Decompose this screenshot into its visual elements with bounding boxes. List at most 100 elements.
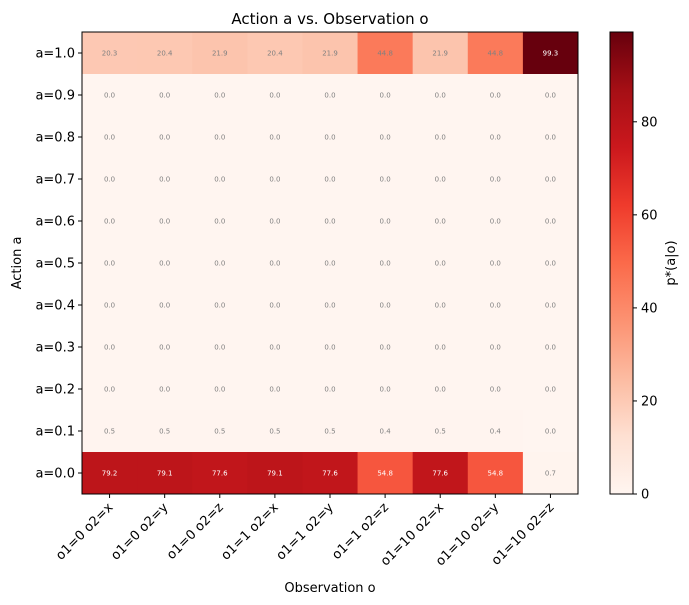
colorbar-tick-label: 40 <box>641 301 658 316</box>
heatmap-cell <box>302 326 359 369</box>
heatmap-cell <box>467 74 524 117</box>
heatmap-cell <box>412 368 469 411</box>
cell-value-label: 0.0 <box>490 218 501 226</box>
cell-value-label: 0.0 <box>490 302 501 310</box>
heatmap-cell <box>247 32 303 75</box>
heatmap-cell <box>192 452 248 495</box>
heatmap-cell <box>137 116 193 159</box>
cell-value-label: 0.0 <box>104 176 115 184</box>
cell-value-label: 0.0 <box>104 302 115 310</box>
cell-value-label: 0.0 <box>545 428 556 436</box>
cell-value-label: 0.5 <box>159 428 170 436</box>
cell-value-label: 0.0 <box>380 92 391 100</box>
cell-value-label: 0.7 <box>545 470 556 478</box>
cell-value-label: 21.9 <box>432 50 448 58</box>
heatmap-cell <box>357 284 414 327</box>
heatmap-cell <box>82 158 138 201</box>
heatmap-cell <box>412 452 469 495</box>
heatmap-cell <box>412 32 469 75</box>
heatmap-cell <box>82 116 138 159</box>
heatmap-cell <box>467 410 524 453</box>
heatmap-cell <box>412 74 469 117</box>
cell-value-label: 0.0 <box>214 134 225 142</box>
cell-value-label: 0.0 <box>104 134 115 142</box>
heatmap-cell <box>522 242 579 285</box>
heatmap-cell <box>302 284 359 327</box>
heatmap-cell <box>192 200 248 243</box>
cell-value-label: 0.0 <box>545 302 556 310</box>
cell-value-label: 0.0 <box>324 344 335 352</box>
heatmap-cells <box>82 32 579 495</box>
cell-value-label: 54.8 <box>488 470 504 478</box>
heatmap-cell <box>192 368 248 411</box>
cell-value-label: 0.0 <box>324 92 335 100</box>
heatmap-cell <box>137 158 193 201</box>
heatmap-cell <box>302 452 359 495</box>
cell-value-label: 0.0 <box>104 260 115 268</box>
cell-value-label: 0.5 <box>324 428 335 436</box>
cell-value-label: 0.0 <box>490 344 501 352</box>
cell-value-label: 0.0 <box>269 218 280 226</box>
heatmap-cell <box>467 284 524 327</box>
cell-value-label: 0.0 <box>214 302 225 310</box>
cell-value-label: 0.0 <box>435 176 446 184</box>
heatmap-cell <box>357 242 414 285</box>
heatmap-cell <box>522 116 579 159</box>
heatmap-cell <box>192 116 248 159</box>
cell-value-label: 44.8 <box>488 50 504 58</box>
y-axis-label: Action a <box>10 237 25 290</box>
cell-value-label: 0.0 <box>324 218 335 226</box>
heatmap-cell <box>412 410 469 453</box>
heatmap-cell <box>192 32 248 75</box>
y-tick-label: a=0.0 <box>35 467 75 482</box>
heatmap-cell <box>522 452 579 495</box>
heatmap-cell <box>467 368 524 411</box>
heatmap-cell <box>137 32 193 75</box>
cell-value-label: 20.4 <box>157 50 173 58</box>
y-tick-label: a=0.6 <box>35 215 75 230</box>
heatmap-cell <box>82 242 138 285</box>
cell-value-label: 0.0 <box>269 260 280 268</box>
heatmap-cell <box>137 200 193 243</box>
heatmap-cell <box>82 452 138 495</box>
cell-value-label: 0.0 <box>435 218 446 226</box>
cell-value-label: 0.0 <box>545 260 556 268</box>
heatmap-cell <box>302 200 359 243</box>
heatmap-cell <box>302 32 359 75</box>
heatmap-cell <box>247 368 303 411</box>
cell-value-label: 0.0 <box>545 386 556 394</box>
colorbar <box>609 31 634 495</box>
cell-value-label: 0.0 <box>324 302 335 310</box>
cell-value-label: 0.0 <box>104 218 115 226</box>
cell-value-label: 0.0 <box>269 176 280 184</box>
cell-value-label: 0.5 <box>104 428 115 436</box>
cell-value-label: 20.3 <box>102 50 118 58</box>
heatmap-cell <box>522 284 579 327</box>
x-axis-label: Observation o <box>284 581 375 596</box>
cell-value-label: 99.3 <box>543 50 559 58</box>
cell-value-label: 0.0 <box>435 302 446 310</box>
cell-value-label: 79.2 <box>102 470 118 478</box>
heatmap-cell <box>137 452 193 495</box>
heatmap-cell <box>302 368 359 411</box>
cell-value-label: 0.0 <box>104 386 115 394</box>
heatmap-cell <box>192 158 248 201</box>
y-tick-label: a=0.7 <box>35 173 75 188</box>
cell-value-label: 0.0 <box>324 134 335 142</box>
cell-value-label: 77.6 <box>212 470 228 478</box>
cell-value-label: 0.0 <box>159 386 170 394</box>
heatmap-cell <box>522 368 579 411</box>
heatmap-cell <box>302 158 359 201</box>
cell-value-labels: 20.3 20.4 21.9 20.4 21.9 44.8 21.9 44.8 99.3 0.0 0… <box>102 50 558 478</box>
cell-value-label: 0.0 <box>269 302 280 310</box>
y-tick-label: a=0.5 <box>35 257 75 272</box>
cell-value-label: 0.0 <box>380 344 391 352</box>
cell-value-label: 0.0 <box>214 386 225 394</box>
cell-value-label: 0.0 <box>104 344 115 352</box>
cell-value-label: 0.0 <box>545 218 556 226</box>
heatmap-cell <box>302 242 359 285</box>
cell-value-label: 0.0 <box>380 386 391 394</box>
cell-value-label: 20.4 <box>267 50 283 58</box>
heatmap-cell <box>357 452 414 495</box>
